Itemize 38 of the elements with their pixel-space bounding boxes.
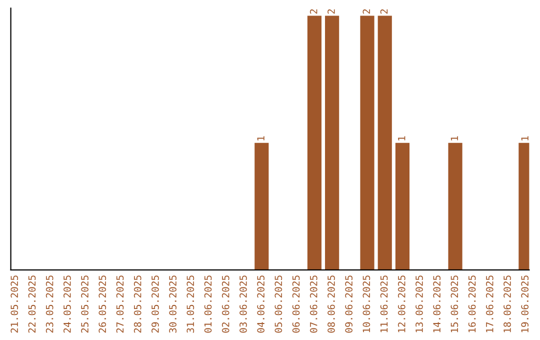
x-tick-label: 03.06.2025 (240, 276, 247, 333)
x-tick-label: 18.06.2025 (504, 276, 511, 332)
x-tick-label: 12.06.2025 (398, 276, 406, 332)
x-tick-label: 22.05.2025 (28, 276, 36, 333)
data-label: 1 (398, 136, 406, 140)
data-label: 1 (450, 136, 458, 140)
x-tick-label: 08.06.2025 (328, 276, 335, 333)
x-tick-label: 29.05.2025 (152, 276, 159, 333)
x-tick-label: 19.06.2025 (521, 276, 529, 332)
x-tick-label: 23.05.2025 (46, 276, 54, 333)
x-tick-label: 16.06.2025 (468, 276, 476, 332)
x-tick-label: 31.05.2025 (186, 276, 194, 333)
x-tick-label: 09.06.2025 (345, 276, 352, 333)
data-label: 2 (380, 9, 388, 14)
x-tick-label: 10.06.2025 (362, 276, 370, 332)
x-tick-label: 14.06.2025 (433, 276, 441, 332)
x-tick-label: 26.05.2025 (98, 276, 106, 333)
x-tick-label: 07.06.2025 (310, 276, 318, 333)
x-tick-label: 11.06.2025 (380, 276, 388, 332)
data-label: 2 (362, 9, 370, 14)
data-label: 1 (257, 136, 264, 140)
x-tick-label: 21.05.2025 (10, 276, 18, 333)
x-tick-label: 06.06.2025 (292, 276, 300, 333)
x-tick-label: 30.05.2025 (169, 276, 176, 333)
x-tick-label: 17.06.2025 (486, 276, 494, 332)
x-tick-label: 04.06.2025 (257, 276, 264, 333)
x-tick-label: 27.05.2025 (116, 276, 124, 333)
data-label: 2 (328, 9, 335, 14)
x-tick-label: 28.05.2025 (134, 276, 142, 333)
data-label: 1 (521, 136, 528, 140)
x-tick-label: 24.05.2025 (64, 276, 71, 333)
x-tick-label: 13.06.2025 (416, 276, 423, 332)
x-tick-label: 01.06.2025 (204, 276, 212, 333)
x-tick-label: 15.06.2025 (450, 276, 458, 332)
x-tick-label: 02.06.2025 (222, 276, 230, 333)
x-tick-label: 25.05.2025 (81, 276, 88, 333)
data-label: 2 (310, 9, 318, 14)
x-tick-label: 05.06.2025 (274, 276, 282, 333)
